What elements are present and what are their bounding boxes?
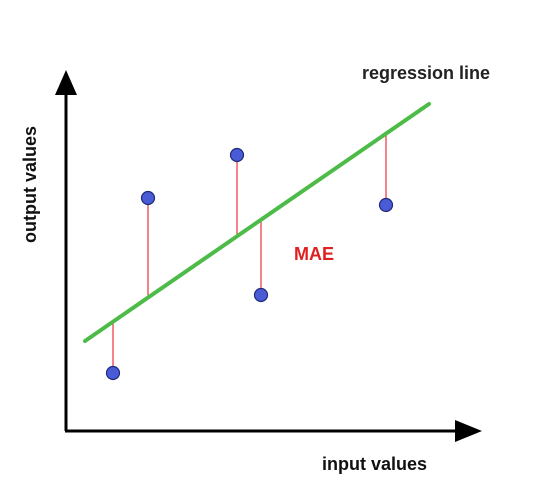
regression-line bbox=[83, 102, 431, 343]
data-point-1 bbox=[105, 365, 121, 381]
axes bbox=[55, 70, 482, 442]
data-point-2 bbox=[140, 190, 156, 206]
data-points bbox=[105, 147, 394, 381]
mae-label: MAE bbox=[294, 244, 334, 264]
data-point-3 bbox=[229, 147, 245, 163]
data-point-4 bbox=[253, 287, 269, 303]
residual-lines bbox=[112, 133, 387, 373]
regression-line-label: regression line bbox=[362, 63, 490, 83]
data-point-5 bbox=[378, 197, 394, 213]
x-axis-label: input values bbox=[322, 454, 427, 474]
x-axis-arrowhead bbox=[455, 420, 482, 442]
y-axis-arrowhead bbox=[55, 70, 77, 95]
y-axis-label: output values bbox=[20, 126, 40, 243]
